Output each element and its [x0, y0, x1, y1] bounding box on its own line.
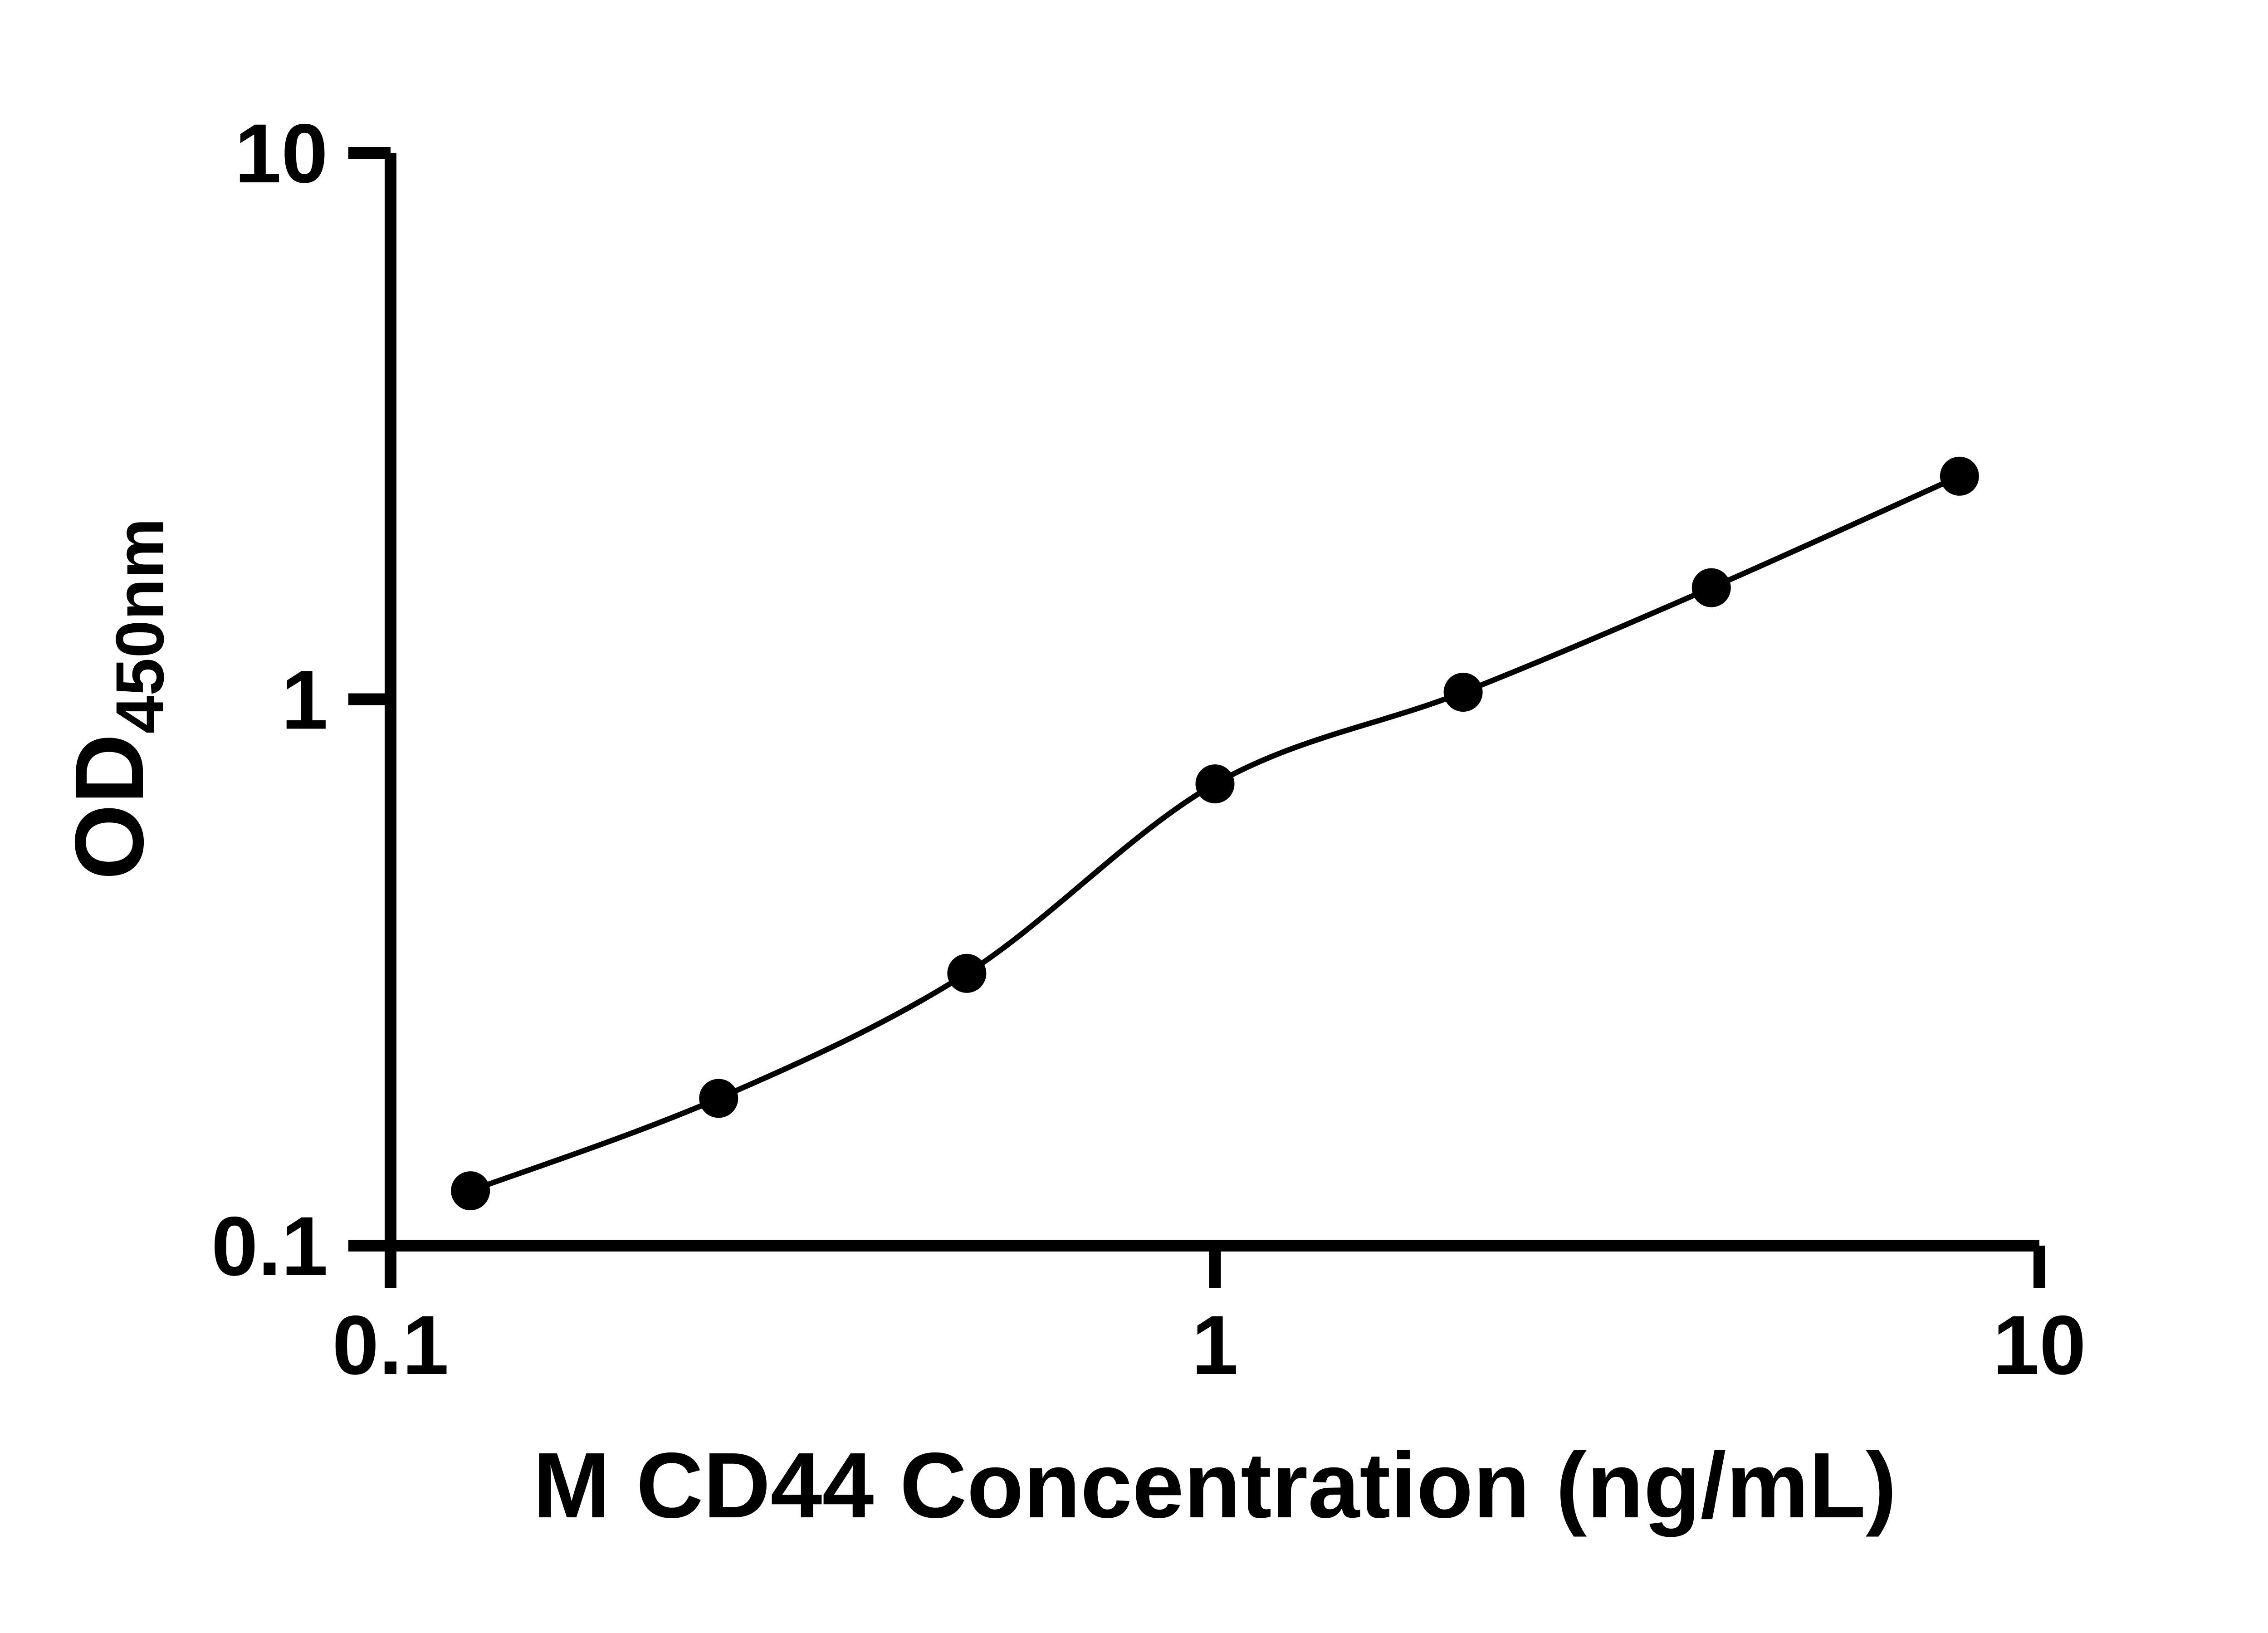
data-point — [1940, 456, 1979, 496]
y-axis-title-sub: 450nm — [102, 518, 178, 733]
data-point — [451, 1171, 490, 1211]
labels-layer: M CD44 Concentration (ng/mL) OD450nm — [54, 518, 1897, 1537]
data-point — [1691, 568, 1731, 607]
y-axis-title-main: OD — [54, 733, 164, 880]
axis-spines — [385, 153, 2039, 1252]
x-axis-title: M CD44 Concentration (ng/mL) — [533, 1433, 1897, 1537]
y-tick-label: 0.1 — [211, 1200, 328, 1293]
data-point — [1195, 764, 1235, 804]
x-tick-label: 10 — [1993, 1299, 2086, 1392]
x-tick-label: 0.1 — [332, 1299, 449, 1392]
data-point — [1443, 673, 1483, 712]
fit-curve — [468, 473, 1962, 1194]
y-axis-title: OD450nm — [54, 518, 178, 880]
series-layer — [451, 456, 1979, 1211]
data-point — [947, 953, 987, 993]
y-tick-label: 1 — [281, 654, 328, 747]
x-tick-label: 1 — [1192, 1299, 1238, 1392]
axes-layer: 0.1 1 10 0.1 1 10 — [211, 107, 2086, 1392]
data-point — [699, 1079, 738, 1118]
y-tick-label: 10 — [235, 107, 328, 200]
